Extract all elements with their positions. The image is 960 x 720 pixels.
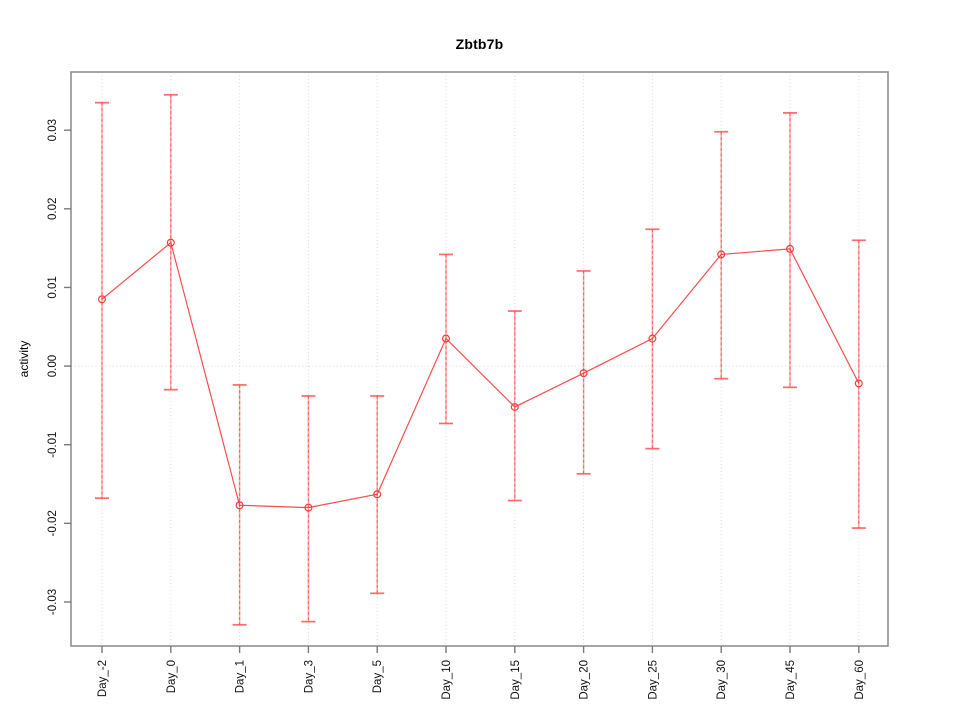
x-tick-label: Day_15 [510, 660, 522, 700]
y-tick-label: 0.02 [47, 198, 59, 220]
x-tick-label: Day_60 [854, 660, 866, 700]
data-point [166, 238, 175, 247]
x-tick-label: Day_1 [235, 660, 247, 693]
x-tick-label: Day_20 [579, 660, 591, 700]
data-point [579, 369, 588, 378]
chart-title: Zbtb7b [455, 36, 504, 52]
y-tick-label: 0.01 [47, 276, 59, 298]
data-point [235, 501, 244, 510]
y-tick-label: 0.03 [47, 119, 59, 141]
data-point [97, 295, 106, 304]
y-tick-label: -0.01 [47, 432, 59, 458]
data-point [854, 379, 863, 388]
x-tick-label: Day_30 [716, 660, 728, 700]
x-tick-label: Day_10 [441, 660, 453, 700]
data-point [442, 334, 451, 343]
x-tick-label: Day_0 [166, 660, 178, 693]
x-tick-label: Day_25 [647, 660, 659, 700]
series-line [101, 241, 860, 509]
data-point [510, 402, 519, 411]
x-tick-label: Day_-2 [97, 660, 109, 697]
x-tick-label: Day_5 [372, 660, 384, 693]
data-point [785, 244, 794, 253]
data-point [717, 250, 726, 259]
y-tick-label: -0.02 [47, 510, 59, 536]
data-point [648, 334, 657, 343]
y-tick-label: 0.00 [47, 355, 59, 377]
x-tick-label: Day_3 [303, 660, 315, 693]
data-point [304, 503, 313, 512]
plot-border [70, 71, 889, 647]
x-tick-label: Day_45 [785, 660, 797, 700]
data-point [373, 490, 382, 499]
y-tick-label: -0.03 [47, 589, 59, 615]
